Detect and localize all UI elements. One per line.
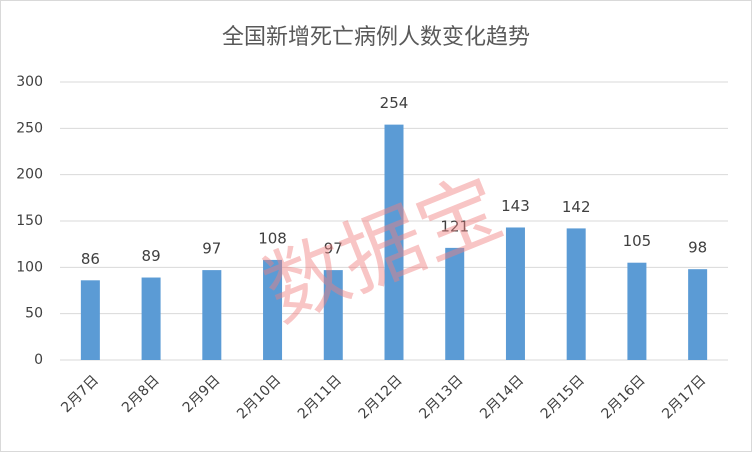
- y-tick-label: 0: [34, 352, 43, 368]
- bar: [566, 228, 586, 360]
- bar: [141, 277, 161, 360]
- data-label: 121: [440, 217, 469, 235]
- data-label: 98: [688, 239, 707, 257]
- data-label: 108: [258, 229, 287, 247]
- data-label: 143: [501, 197, 530, 215]
- y-tick-label: 50: [25, 306, 43, 322]
- bar: [323, 270, 343, 360]
- y-tick-label: 200: [16, 167, 43, 183]
- bar: [80, 280, 100, 360]
- data-label: 97: [202, 240, 221, 258]
- bar: [263, 259, 283, 360]
- data-label: 142: [562, 198, 591, 216]
- chart-title: 全国新增死亡病例人数变化趋势: [222, 25, 530, 50]
- data-label: 97: [324, 240, 343, 258]
- data-label: 89: [142, 247, 161, 265]
- bar: [627, 262, 647, 360]
- data-label: 254: [380, 94, 409, 112]
- data-label: 105: [623, 232, 652, 250]
- bar: [688, 269, 708, 360]
- y-tick-label: 100: [16, 259, 43, 275]
- bar: [445, 247, 465, 360]
- bar: [202, 270, 222, 360]
- y-tick-label: 150: [16, 213, 43, 229]
- y-tick-label: 300: [16, 74, 43, 90]
- bar: [384, 124, 404, 360]
- bar: [505, 227, 525, 360]
- data-label: 86: [81, 250, 100, 268]
- y-tick-label: 250: [16, 120, 43, 136]
